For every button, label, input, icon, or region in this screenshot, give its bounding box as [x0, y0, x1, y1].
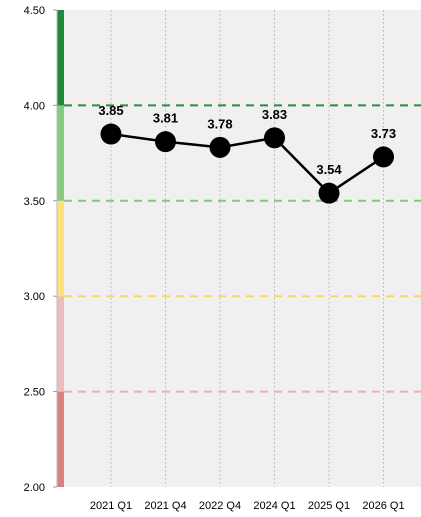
data-label-3: 3.83: [262, 107, 287, 122]
x-axis: 2021 Q1 2021 Q4 2022 Q4 2024 Q1 2025 Q1 2026 …: [90, 500, 405, 512]
data-point-2: [209, 136, 231, 158]
threshold-band-2: [57, 200, 64, 297]
plot-background: [57, 10, 421, 487]
threshold-band-3: [57, 105, 64, 201]
y-axis: 2.00 2.50 3.00 3.50 4.00 4.50: [24, 5, 57, 494]
data-label-0: 3.85: [98, 103, 123, 118]
data-label-5: 3.73: [371, 126, 396, 141]
data-point-1: [155, 131, 176, 153]
x-tick-label-2: 2022 Q4: [199, 500, 241, 512]
y-tick-label-5: 4.50: [24, 5, 45, 17]
data-labels: 3.85 3.81 3.78 3.83 3.54 3.73: [98, 103, 396, 177]
x-tick-label-5: 2026 Q1: [362, 500, 404, 512]
threshold-band-0: [57, 391, 64, 487]
data-point-5: [373, 146, 394, 168]
x-tick-label-0: 2021 Q1: [90, 500, 132, 512]
data-point-4: [318, 182, 340, 204]
reference-lines: [64, 104, 421, 393]
y-tick-label-1: 2.50: [24, 387, 45, 399]
threshold-band-4: [57, 10, 64, 106]
data-point-0: [100, 123, 122, 145]
y-tick-label-3: 3.50: [24, 196, 45, 208]
threshold-bands: [57, 10, 64, 487]
data-label-2: 3.78: [207, 116, 232, 131]
x-tick-label-3: 2024 Q1: [253, 500, 295, 512]
x-tick-label-4: 2025 Q1: [308, 500, 350, 512]
y-tick-label-2: 3.00: [24, 291, 45, 303]
threshold-band-1: [57, 296, 64, 392]
y-tick-label-4: 4.00: [24, 100, 45, 112]
data-label-4: 3.54: [316, 162, 342, 177]
y-tick-label-0: 2.00: [24, 482, 45, 494]
data-points: [100, 123, 394, 204]
data-label-1: 3.81: [153, 111, 178, 126]
x-tick-label-1: 2021 Q4: [144, 500, 186, 512]
data-point-3: [264, 127, 285, 149]
